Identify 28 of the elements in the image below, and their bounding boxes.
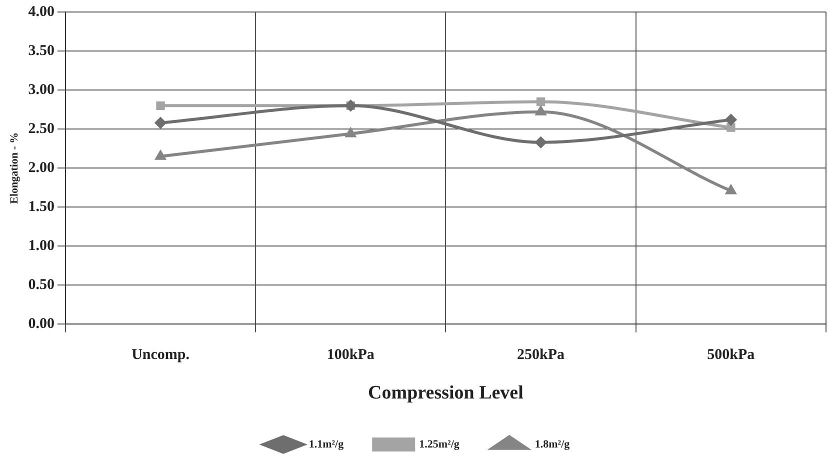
x-tick-label: 100kPa (326, 347, 375, 364)
x-tick-label: 250kPa (517, 347, 566, 364)
x-axis-title: Compression Level (368, 382, 524, 404)
y-tick-label: 0.50 (28, 277, 54, 294)
point (156, 150, 166, 160)
legend-label: 1.25m²/g (419, 438, 460, 450)
point (536, 106, 546, 116)
point (726, 123, 736, 132)
y-tick-label: 4.00 (28, 4, 54, 20)
y-tick-label: 2.50 (28, 120, 54, 137)
point (535, 136, 546, 148)
y-axis-title: Elongation - % (8, 132, 20, 204)
y-tick-label: 1.50 (28, 199, 54, 215)
point (156, 101, 165, 110)
x-tick-label: 500kPa (707, 347, 756, 364)
y-tick-label: 2.00 (28, 160, 54, 176)
y-tick-label: 0.00 (28, 316, 54, 332)
point (725, 114, 736, 126)
x-tick-label: Uncomp. (132, 347, 190, 364)
point (346, 128, 356, 138)
point (536, 97, 546, 106)
y-tick-label: 3.50 (28, 42, 54, 59)
legend-label: 1.1m²/g (308, 438, 344, 450)
legend-label: 1.8m²/g (534, 438, 570, 450)
y-tick-label: 1.00 (28, 238, 54, 254)
point (726, 185, 736, 194)
y-tick-label: 3.00 (28, 82, 54, 98)
point (155, 117, 166, 128)
